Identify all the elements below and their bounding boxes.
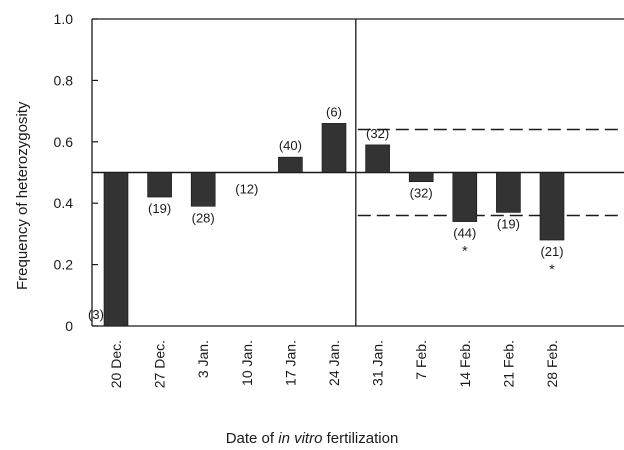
sample-size-label: (3) <box>88 307 104 322</box>
bar <box>190 172 216 207</box>
significance-marker: * <box>462 243 468 259</box>
sample-size-label: (19) <box>148 201 171 216</box>
bar <box>408 172 434 183</box>
sample-size-label: (44) <box>453 226 476 241</box>
x-tick-label: 14 Feb. <box>457 340 473 387</box>
y-tick-label: 1.0 <box>54 11 74 27</box>
bar <box>452 172 478 222</box>
x-axis-title-prefix: Date of <box>225 430 279 447</box>
sample-size-label: (12) <box>235 182 258 197</box>
significance-marker: * <box>549 261 555 277</box>
bar <box>147 172 172 198</box>
sample-size-label: (40) <box>279 138 302 153</box>
x-axis-title-suffix: fertilization <box>322 430 399 447</box>
x-tick-label: 21 Feb. <box>500 340 516 387</box>
x-tick-label: 24 Jan. <box>326 340 342 386</box>
y-tick-label: 0.6 <box>54 134 74 150</box>
bar <box>321 123 347 173</box>
x-tick-label: 17 Jan. <box>282 340 298 386</box>
x-axis-title: Date of in vitro fertilization <box>0 430 624 447</box>
x-tick-label: 31 Jan. <box>370 340 386 386</box>
sample-size-label: (32) <box>410 186 433 201</box>
bar <box>278 156 303 173</box>
sample-size-label: (21) <box>540 244 563 259</box>
sample-size-label: (6) <box>326 104 342 119</box>
bar <box>496 172 521 213</box>
x-tick-label: 27 Dec. <box>152 340 168 388</box>
x-tick-label: 20 Dec. <box>108 340 124 388</box>
bar <box>365 144 390 173</box>
y-tick-label: 0.8 <box>54 72 74 88</box>
y-axis-title: Frequency of heterozygosity <box>14 101 31 290</box>
sample-size-label: (32) <box>366 126 389 141</box>
y-tick-label: 0 <box>65 318 73 334</box>
y-tick-label: 0.4 <box>54 195 74 211</box>
bar <box>539 172 565 241</box>
sample-size-label: (19) <box>497 216 520 231</box>
x-tick-label: 10 Jan. <box>239 340 255 386</box>
x-tick-label: 28 Feb. <box>544 340 560 387</box>
y-tick-label: 0.2 <box>54 257 74 273</box>
x-tick-label: 7 Feb. <box>413 340 429 380</box>
bar <box>103 172 129 327</box>
x-tick-label: 3 Jan. <box>195 340 211 378</box>
sample-size-label: (28) <box>192 210 215 225</box>
x-axis-title-italic: in vitro <box>278 430 323 447</box>
